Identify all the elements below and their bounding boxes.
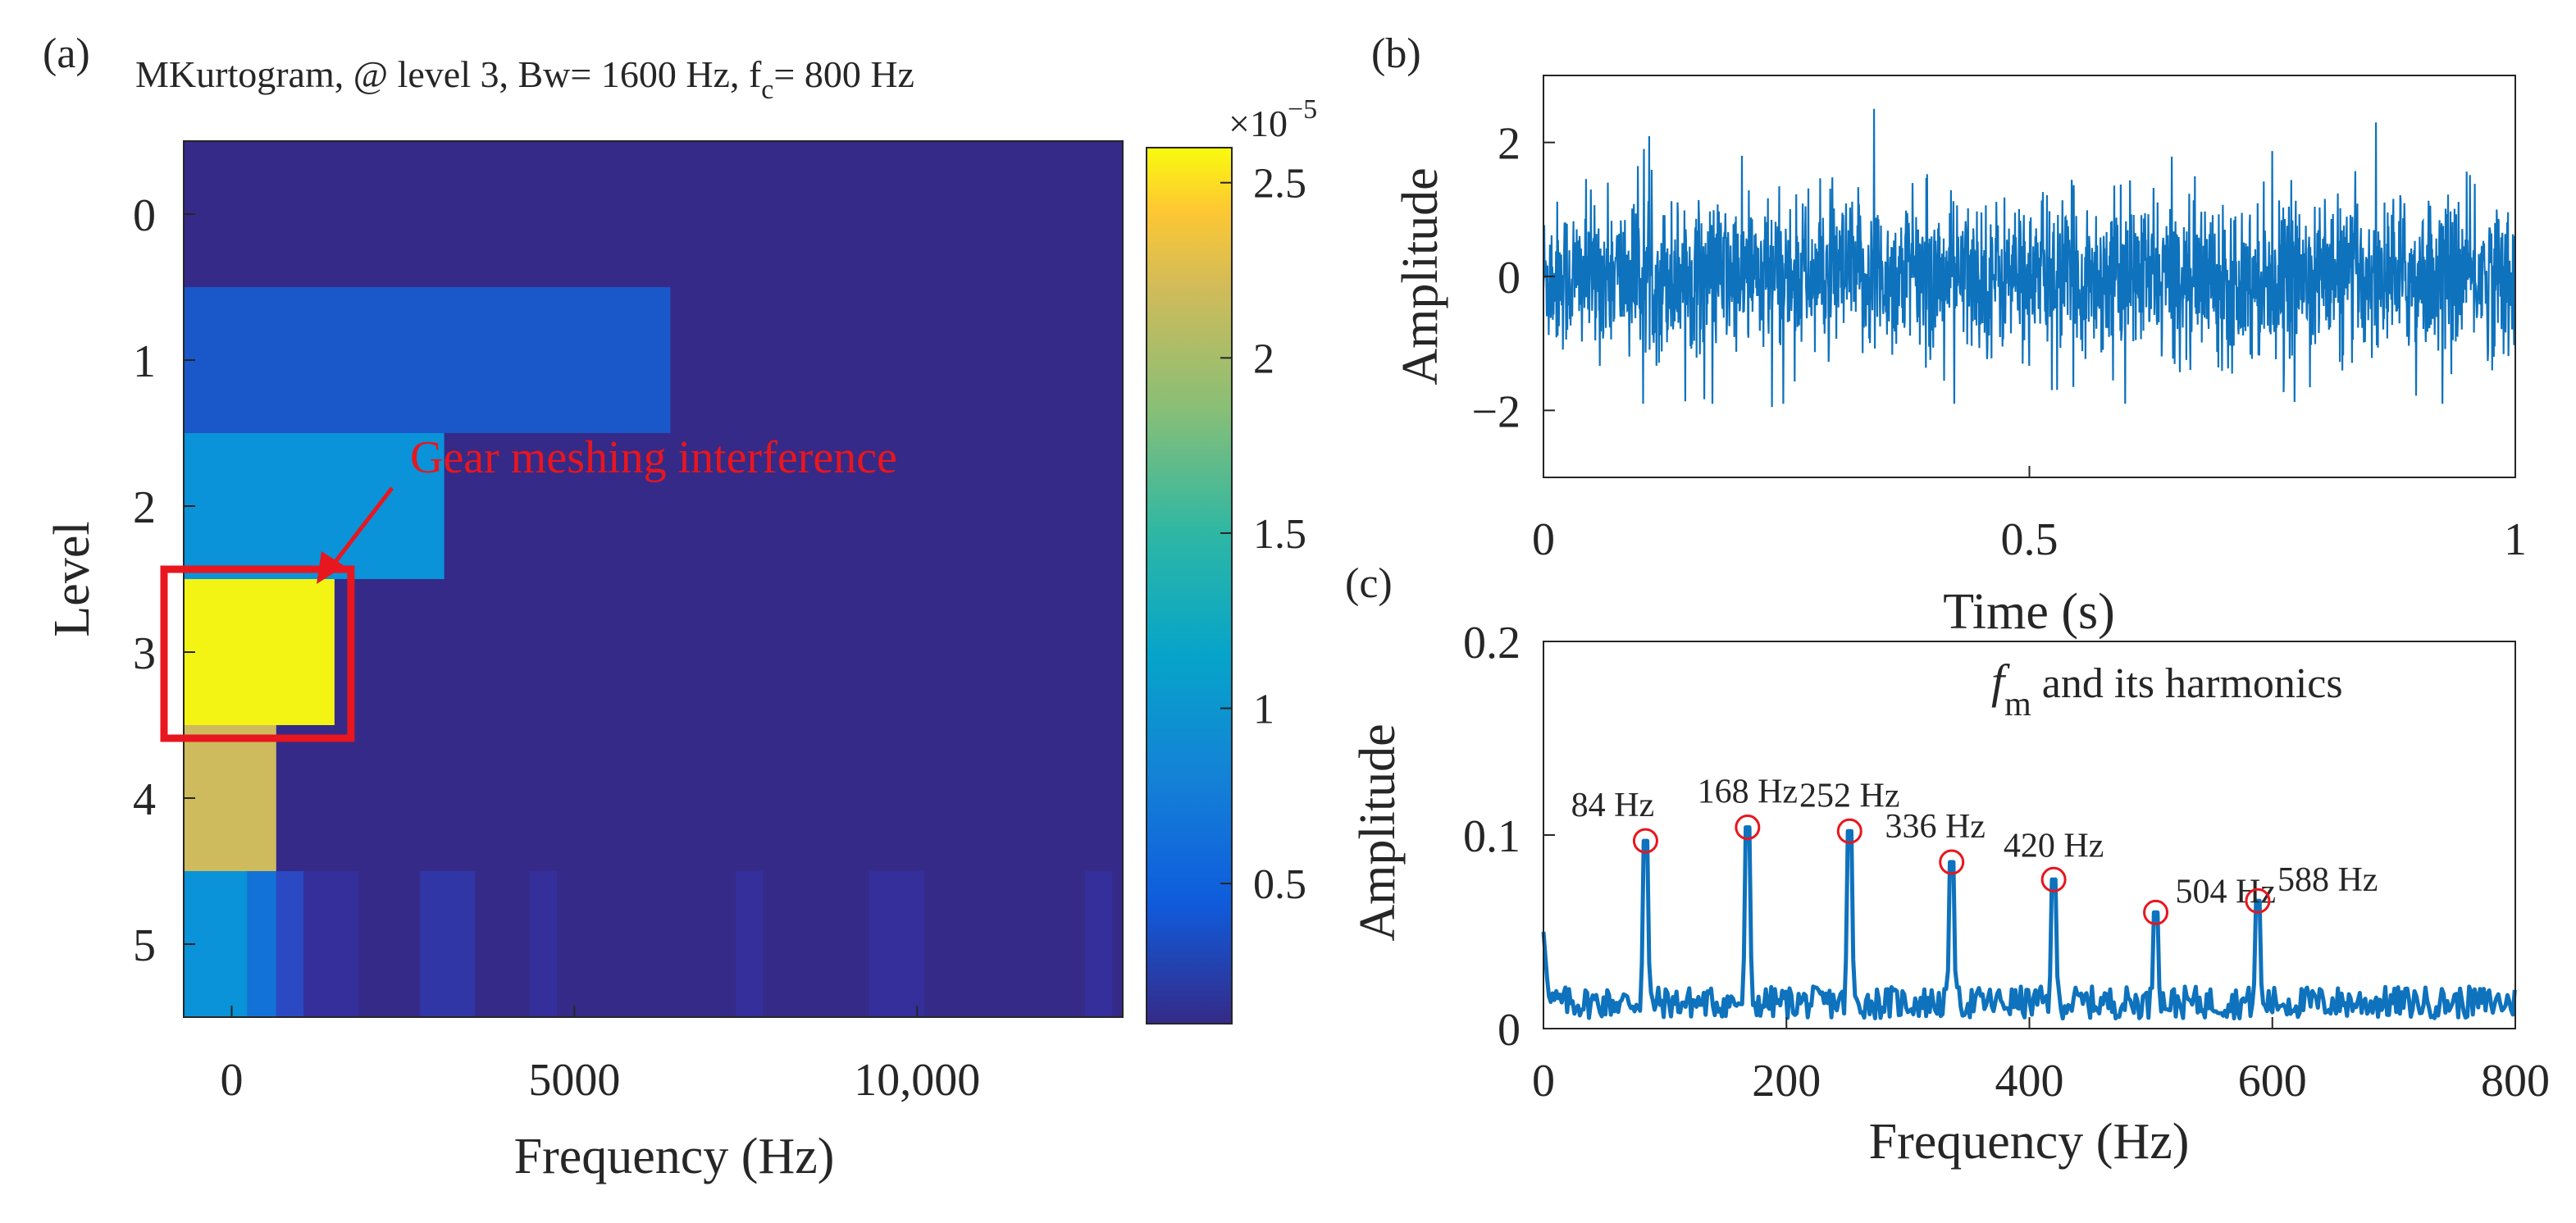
heatmap-y-ticks: 0 1 2 3 4 5 [133,190,195,971]
heatmap-y-tick-label: 2 [133,482,156,533]
heatmap-cell-level-5 [420,871,476,1017]
colorbar-exponent: ×10−5 [1229,94,1317,144]
spectrum-y-tick-label: 0.2 [1463,618,1521,669]
peak-label: 168 Hz [1698,774,1798,811]
heatmap-cell-level-2 [184,433,445,579]
peak-marker [2040,866,2067,892]
spectrum-x-tick-label: 0 [1532,1056,1555,1107]
time-y-tick-label: −2 [1471,386,1521,437]
colorbar-tick-label: 2.5 [1253,161,1306,208]
heatmap-cell-level-5 [735,871,764,1017]
spectrum-line [1541,825,2517,1021]
peak-marker [1939,849,1965,875]
heatmap-x-tick-label: 10,000 [854,1055,980,1106]
spectrum-y-tick-label: 0 [1498,1005,1521,1056]
peak-marker [2245,888,2271,914]
time-y-tick-label: 2 [1498,119,1521,170]
heatmap-y-tick-label: 1 [133,336,156,387]
time-y-axis-label: Amplitude [1393,167,1448,385]
annotation-arrowhead [317,551,344,584]
heatmap-x-tick-label: 0 [221,1055,244,1106]
spectrum-y-ticks: 0 0.1 0.2 [1463,618,1555,1056]
time-y-tick-label: 0 [1498,253,1521,303]
time-x-axis-label: Time (s) [1943,584,2115,640]
panel-b-label: (b) [1371,30,1421,77]
peak-label: 84 Hz [1571,787,1654,824]
heatmap-y-axis-label: Level [44,521,100,637]
time-signal-line [1542,108,2517,408]
peak-label: 504 Hz [2176,873,2276,910]
annotation-arrow [331,486,394,568]
panel-a-label: (a) [43,30,90,77]
colorbar-tick-label: 0.5 [1253,861,1306,908]
colorbar-tick-label: 2 [1253,335,1274,382]
spectrum-x-tick-label: 600 [2238,1056,2307,1107]
peak-label: 336 Hz [1885,808,1985,846]
time-x-tick-label: 0 [1532,514,1555,565]
spectrum-y-tick-label: 0.1 [1463,811,1521,862]
highlight-box [160,565,355,742]
peak-label: 420 Hz [2004,827,2104,865]
panel-b-time-signal: (b) 0 0.5 1 −202 Time (s) Amplitude [1371,30,2527,640]
panel-a-mkurtogram: (a) MKurtogram, @ level 3, Bw= 1600 Hz, … [43,30,1317,1184]
time-x-tick-label: 0.5 [2001,514,2059,565]
heatmap-cell-level-5 [303,871,359,1017]
peak-label: 588 Hz [2277,861,2378,899]
peak-marker [2143,899,2169,925]
heatmap-cells [184,141,1123,1017]
time-y-ticks: −2 0 2 [1471,119,1555,437]
spectrum-x-tick-label: 200 [1752,1056,1821,1107]
heatmap-cell-level-5 [247,871,276,1017]
heatmap-cell-level-5 [1085,871,1113,1017]
spectrum-x-ticks: 0 200 400 600 800 [1532,1017,2550,1107]
spectrum-path [1541,825,2517,1021]
time-x-tick-label: 1 [2504,514,2527,565]
heatmap-y-tick-label: 4 [133,774,156,825]
heatmap-x-ticks: 0 5000 10,000 [221,1006,980,1106]
peak-marker [1735,815,1761,841]
heatmap-y-tick-label: 0 [133,190,156,241]
heatmap-cell-level-5 [530,871,558,1017]
colorbar-tick-label: 1.5 [1253,511,1306,558]
spectrum-y-axis-label: Amplitude [1350,723,1406,941]
time-x-ticks: 0 0.5 1 [1532,466,2527,565]
heatmap-cell-level-4 [184,725,276,871]
colorbar-tick-label: 1 [1253,687,1274,733]
heatmap-frame [183,140,1124,1018]
time-signal-path [1542,108,2517,408]
peak-label: 252 Hz [1799,777,1899,815]
spectrum-x-tick-label: 800 [2481,1056,2550,1107]
heatmap-x-axis-label: Frequency (Hz) [514,1129,835,1184]
colorbar-ticks: 0.5 1 1.5 2 2.5 [1220,161,1306,908]
peak-marker [1632,828,1658,854]
harmonics-annotation: fm and its harmonics [1991,655,2343,723]
heatmap-y-tick-label: 3 [133,628,156,679]
spectrum-x-axis-label: Frequency (Hz) [1869,1114,2190,1170]
heatmap-cell-level-3 [184,579,335,725]
peak-marker [1836,818,1862,844]
heatmap-cell-level-1 [184,287,671,433]
heatmap-cell-level-5 [276,871,304,1017]
panel-c-label: (c) [1345,560,1393,607]
spectrum-x-tick-label: 400 [1995,1056,2064,1107]
heatmap-x-tick-label: 5000 [528,1055,620,1106]
panel-c-spectrum: (c) 0 200 400 600 800 0 0.1 0.2 84 Hz 168 Hz 252… [1345,560,2550,1170]
annotation-gear-meshing: Gear meshing interference [410,432,897,483]
heatmap-cell-level-5 [869,871,924,1017]
heatmap-y-tick-label: 5 [133,920,156,971]
colorbar [1146,147,1233,1024]
panel-a-title: MKurtogram, @ level 3, Bw= 1600 Hz, fc= … [135,53,914,105]
